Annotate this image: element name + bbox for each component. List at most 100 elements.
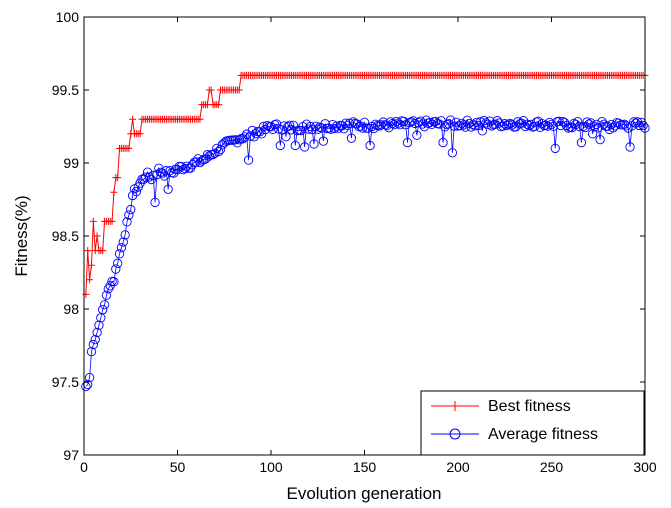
legend-label-average: Average fitness	[488, 426, 598, 443]
average-fitness-point	[341, 118, 351, 128]
average-fitness-point	[285, 120, 295, 130]
average-fitness-point	[587, 129, 598, 139]
average-fitness-point	[595, 134, 605, 145]
average-fitness-point	[344, 118, 355, 128]
average-fitness-point	[118, 237, 128, 247]
x-axis-ticks: 0 50 100 150 200 250 300	[80, 17, 657, 475]
average-fitness-point	[88, 339, 99, 350]
average-fitness-point	[574, 122, 585, 132]
average-fitness-point	[275, 140, 285, 151]
average-fitness-point	[124, 210, 134, 220]
x-tick-label: 200	[446, 459, 470, 475]
average-fitness-point	[365, 140, 375, 151]
average-fitness-point	[447, 148, 458, 158]
x-tick-label: 300	[633, 459, 657, 475]
average-fitness-point	[455, 121, 465, 131]
x-tick-label: 100	[259, 459, 283, 475]
best-fitness-point	[215, 101, 223, 109]
legend-box	[420, 390, 645, 456]
average-fitness-point	[243, 155, 254, 165]
average-fitness-point	[279, 121, 289, 131]
average-fitness-point	[92, 327, 102, 338]
best-fitness-point	[87, 261, 95, 269]
average-fitness-point	[313, 124, 323, 134]
y-tick-label: 97	[63, 447, 79, 463]
legend-circle-marker	[449, 428, 461, 440]
average-fitness-point	[582, 117, 592, 127]
average-fitness-point	[520, 121, 530, 132]
legend-plus-marker	[450, 401, 460, 411]
average-fitness-point	[522, 119, 532, 129]
average-fitness-point	[142, 167, 153, 177]
best-fitness-point	[207, 86, 215, 94]
y-axis-label: Fitness(%)	[12, 195, 31, 276]
average-fitness-point	[638, 120, 648, 131]
average-fitness-point	[290, 140, 300, 151]
legend-item-average-fitness: Average fitness	[431, 426, 598, 443]
average-fitness-point	[621, 121, 631, 131]
average-fitness-point	[126, 204, 136, 215]
average-fitness-point	[300, 142, 310, 152]
best-fitness-point	[110, 188, 118, 196]
average-fitness-point	[258, 121, 269, 132]
x-tick-label: 0	[80, 459, 88, 475]
average-fitness-point	[477, 126, 487, 136]
average-fitness-point	[109, 277, 119, 287]
average-fitness-point	[180, 163, 190, 174]
average-fitness-point	[625, 142, 635, 152]
average-fitness-point	[101, 290, 112, 300]
average-fitness-point	[286, 125, 297, 135]
x-tick-label: 50	[170, 459, 186, 475]
average-fitness-point	[563, 123, 573, 133]
average-fitness-point	[513, 117, 523, 127]
best-fitness-point	[99, 247, 107, 255]
best-fitness-point	[84, 247, 92, 255]
average-fitness-point	[346, 133, 357, 143]
series-layer	[81, 71, 650, 392]
average-fitness-point	[116, 243, 127, 253]
average-fitness-point	[86, 347, 97, 357]
best-fitness-point	[114, 174, 122, 182]
best-fitness-point	[89, 217, 97, 225]
y-tick-label: 97.5	[52, 374, 79, 390]
average-fitness-point	[634, 120, 645, 131]
average-fitness-point	[141, 172, 151, 182]
average-fitness-point	[318, 136, 329, 146]
series-best-fitness	[82, 71, 649, 298]
y-tick-label: 99	[63, 155, 79, 171]
average-fitness-point	[114, 249, 125, 259]
average-fitness-point	[139, 174, 149, 184]
average-fitness-point	[245, 131, 256, 141]
plot-area	[84, 17, 645, 455]
average-fitness-point	[146, 174, 156, 185]
average-fitness-point	[150, 197, 160, 208]
average-fitness-point	[589, 122, 600, 132]
average-fitness-point	[94, 320, 104, 330]
average-fitness-point	[573, 117, 583, 127]
best-fitness-point	[86, 276, 94, 284]
y-tick-label: 99.5	[52, 82, 79, 98]
average-fitness-point	[98, 304, 108, 315]
average-fitness-point	[311, 121, 321, 131]
average-fitness-point	[554, 116, 564, 126]
average-fitness-point	[84, 372, 95, 383]
average-fitness-point	[131, 186, 142, 197]
series-average-fitness	[81, 115, 650, 392]
average-fitness-point	[163, 184, 173, 194]
average-fitness-point	[202, 150, 213, 160]
average-fitness-point	[357, 123, 368, 133]
average-fitness-point	[472, 117, 482, 128]
average-fitness-point	[240, 132, 250, 142]
best-fitness-point	[108, 217, 116, 225]
average-fitness-point	[271, 119, 282, 129]
average-fitness-point	[438, 137, 448, 148]
average-fitness-point	[213, 147, 224, 157]
average-fitness-point	[576, 137, 587, 148]
x-tick-label: 150	[353, 459, 377, 475]
x-tick-label: 250	[540, 459, 564, 475]
best-fitness-point	[125, 144, 133, 152]
average-fitness-point	[408, 116, 418, 126]
y-tick-label: 98.5	[52, 228, 79, 244]
average-fitness-point	[314, 122, 325, 132]
